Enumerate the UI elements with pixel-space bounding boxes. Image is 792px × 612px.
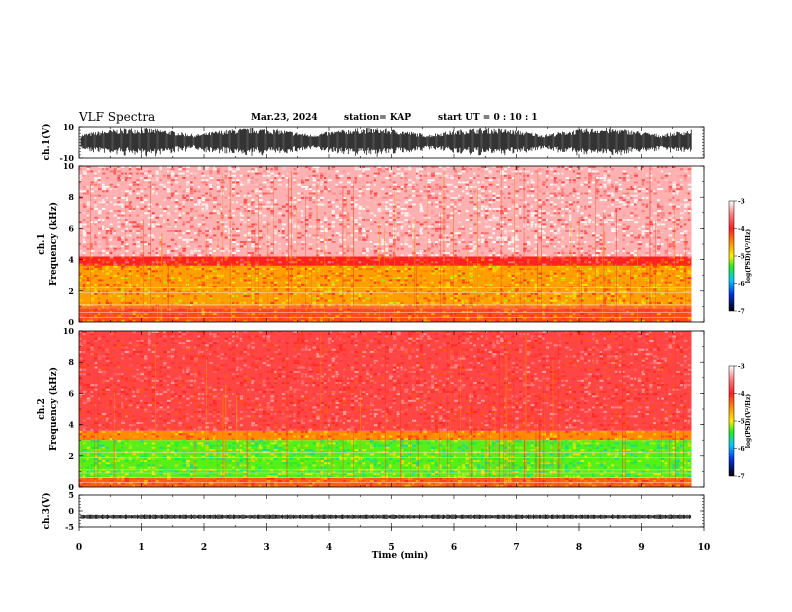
ch1-spec-ytick-6: 6 xyxy=(68,223,74,233)
x-tick-label-3: 3 xyxy=(263,543,269,553)
ch2-spec-ytick-0: 0 xyxy=(68,482,74,492)
ch1-spec-ytick-10: 10 xyxy=(63,161,75,171)
ch3-waveform-line xyxy=(80,514,692,519)
ch1-waveform-trace xyxy=(80,127,692,157)
ch2-spec-ytick-2: 2 xyxy=(68,451,74,461)
ch1-wave-ylabel: ch.1(V) xyxy=(41,124,52,161)
ch1-spec-ytick-8: 8 xyxy=(68,192,74,202)
ch2-spec-ylabel-channel: ch.2 xyxy=(37,398,47,419)
ch1-spec-ylabel-freq: Frequency (kHz) xyxy=(48,202,59,286)
ch3-waveform-trace xyxy=(80,514,692,519)
ch1-wave-ytick-10: 10 xyxy=(63,122,75,132)
ch1-cb-tick--5: -5 xyxy=(738,254,745,261)
ch1-spec-band-2 xyxy=(79,256,692,266)
ch3-wave-ytick--5: -5 xyxy=(65,522,74,532)
x-tick-label-2: 2 xyxy=(201,543,207,553)
x-tick-label-6: 6 xyxy=(451,543,457,553)
ch2-colorbar xyxy=(728,365,735,477)
ch3-waveform-frame xyxy=(78,494,705,528)
x-tick-label-10: 10 xyxy=(698,543,711,553)
ch1-colorbar-label: log(PSD)(V²/Hz) xyxy=(745,229,752,284)
ch1-spectrogram-image xyxy=(79,166,704,322)
ch2-cb-tick--5: -5 xyxy=(738,419,745,426)
plot-title: VLF Spectra xyxy=(79,110,156,124)
colorbar-ticks: -3 -4 -5 -6 -7 -3 -4 -5 -6 -7 xyxy=(734,199,745,481)
ch2-cb-tick--4: -4 xyxy=(738,391,745,398)
ch2-spec-ytick-4: 4 xyxy=(68,420,74,430)
x-tick-label-0: 0 xyxy=(76,543,82,553)
ch1-spec-ytick-2: 2 xyxy=(68,286,74,296)
ch2-spec-ylabel-freq: Frequency (kHz) xyxy=(48,367,59,451)
ch1-wave-ytick--10: -10 xyxy=(60,153,75,163)
ch2-spec-ytick-6: 6 xyxy=(68,388,74,398)
x-tick-label-7: 7 xyxy=(513,543,519,553)
ch2-spec-ytick-10: 10 xyxy=(63,326,75,336)
ch2-colorbar-label: log(PSD)(V²/Hz) xyxy=(745,394,752,449)
ch1-spec-ytick-4: 4 xyxy=(68,255,74,265)
ch3-wave-ytick-5: 5 xyxy=(68,490,74,500)
ch1-cb-tick--6: -6 xyxy=(738,281,745,288)
ch3-wave-ylabel: ch.3(V) xyxy=(41,493,52,530)
ch1-spec-ytick-0: 0 xyxy=(68,317,74,327)
station-label: station= KAP xyxy=(344,113,412,123)
ch1-cb-tick--7: -7 xyxy=(738,309,745,316)
ch2-cb-tick--7: -7 xyxy=(738,474,745,481)
x-tick-label-5: 5 xyxy=(388,543,394,553)
ch1-spec-ylabel-channel: ch.1 xyxy=(37,233,47,254)
ch1-cb-tick--4: -4 xyxy=(738,226,745,233)
ch2-spec-ytick-8: 8 xyxy=(68,357,74,367)
ch2-cb-tick--3: -3 xyxy=(738,364,745,371)
x-tick-label-4: 4 xyxy=(326,543,332,553)
ch3-wave-ytick-0: 0 xyxy=(68,506,74,516)
x-tick-label-1: 1 xyxy=(138,543,144,553)
x-tick-label-9: 9 xyxy=(638,543,644,553)
ch1-colorbar xyxy=(728,200,735,312)
x-tick-label-8: 8 xyxy=(576,543,582,553)
ch2-spectrogram-image xyxy=(79,331,704,487)
date-label: Mar.23, 2024 xyxy=(251,113,318,123)
x-axis-label: Time (min) xyxy=(372,550,429,561)
ch1-waveform-line xyxy=(80,127,692,157)
start-time-label: start UT = 0 : 10 : 1 xyxy=(438,113,538,123)
ch2-cb-tick--6: -6 xyxy=(738,446,745,453)
ch1-cb-tick--3: -3 xyxy=(738,199,745,206)
